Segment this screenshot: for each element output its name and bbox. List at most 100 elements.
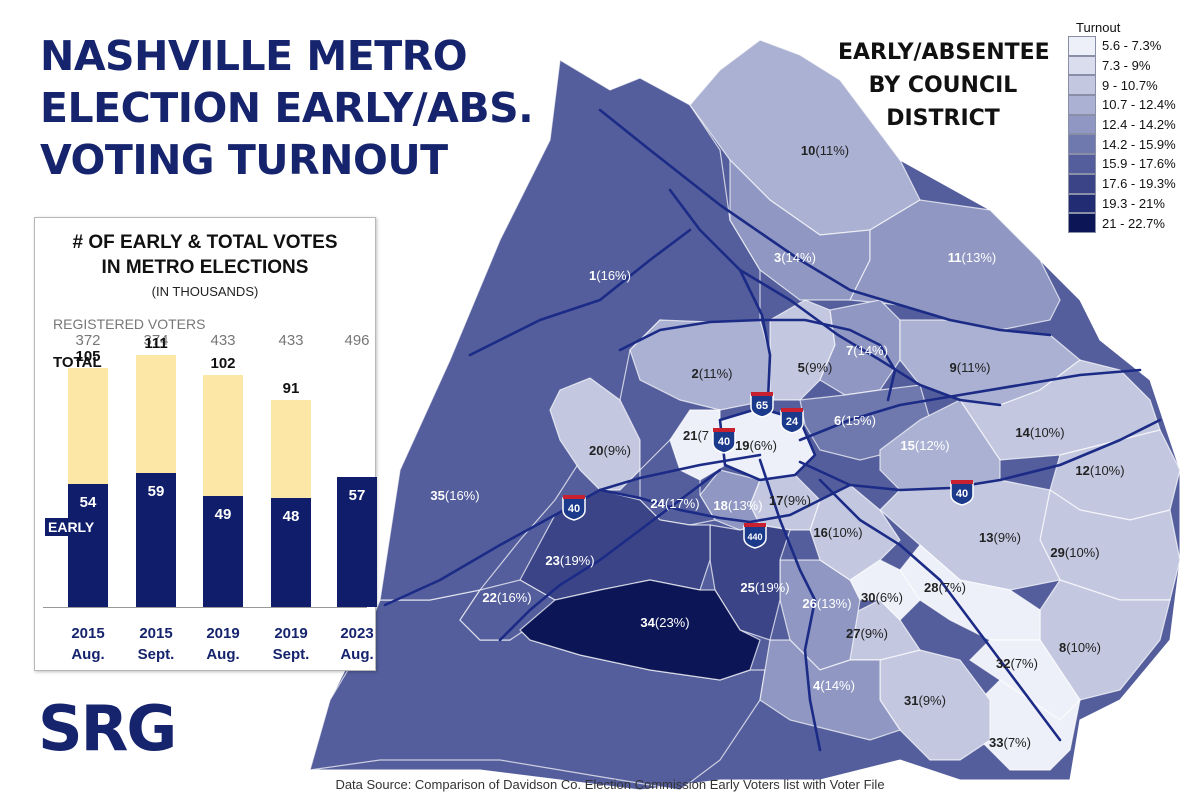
district-label: 11(13%) [948, 250, 996, 265]
legend-label: 12.4 - 14.2% [1102, 117, 1176, 133]
road-i24-north [738, 268, 1002, 407]
registered-voters-value: 433 [278, 332, 304, 349]
chart-title-line: IN METRO ELECTIONS [101, 257, 309, 278]
road-north-ne [598, 108, 1052, 337]
district-label: 6(15%) [834, 413, 876, 428]
interstate-shield-40: 40 [950, 480, 974, 506]
shield-number: 440 [747, 532, 762, 542]
legend-swatch [1068, 173, 1096, 194]
early-votes-value: 48 [282, 507, 300, 525]
title-line: VOTING TURNOUT [40, 136, 448, 184]
page-title: NASHVILLE METRO ELECTION EARLY/ABS. VOTI… [40, 30, 534, 186]
legend-item: 19.3 - 21% [1068, 193, 1194, 214]
data-source-note: Data Source: Comparison of Davidson Co. … [335, 777, 885, 792]
legend-label: 19.3 - 21% [1102, 195, 1165, 211]
legend-item: 21 - 22.7% [1068, 213, 1194, 233]
district-label: 5(9%) [798, 360, 833, 375]
district-label: 27(9%) [846, 626, 888, 641]
shield-number: 24 [786, 416, 799, 428]
map-title-line: EARLY/ABSENTEE [838, 40, 1050, 65]
legend-label: 7.3 - 9% [1102, 58, 1151, 74]
early-votes-bar [337, 477, 377, 607]
legend-item: 15.9 - 17.6% [1068, 154, 1194, 174]
road-ring-north [618, 318, 897, 402]
legend-label: 17.6 - 19.3% [1102, 176, 1176, 192]
district-30 [849, 559, 921, 621]
total-label: TOTAL [53, 354, 102, 371]
legend-item: 12.4 - 14.2% [1068, 114, 1194, 135]
total-votes-value: 91 [282, 380, 300, 398]
total-votes-value: 111 [144, 334, 168, 352]
legend-swatch [1068, 95, 1096, 115]
district-label: 21(7 [683, 428, 709, 443]
legend-label: 15.9 - 17.6% [1102, 156, 1176, 172]
district-labels: 1(16%) 2(11%) 3(14%) 4(14%) 5(9%) 6(15%) 7(14%… [430, 143, 1124, 750]
category-label-line: Aug. [206, 646, 240, 663]
district-label: 3(14%) [774, 250, 816, 265]
turnout-legend: Turnout 5.6 - 7.3% 7.3 - 9% 9 - 10.7% 10.7 … [1068, 20, 1194, 233]
category-label-line: 2019 [274, 625, 308, 642]
srg-logo: SRG [38, 692, 177, 765]
early-votes-bar [68, 484, 108, 607]
district-label: 23(19%) [545, 553, 594, 568]
category-label-line: Sept. [272, 646, 310, 663]
early-votes-value: 54 [79, 494, 97, 512]
early-votes-bar [271, 497, 311, 607]
category-label-line: Aug. [71, 646, 105, 663]
map-title-line: BY COUNCIL [868, 73, 1018, 98]
district-34 [519, 579, 761, 681]
road-i65-south [758, 458, 822, 752]
category-label: 2019 Aug. [193, 623, 253, 665]
district-label: 29(10%) [1050, 545, 1099, 560]
category-label-line: 2023 [340, 625, 374, 642]
district-11 [849, 199, 1061, 331]
road-i24-south [818, 478, 1062, 742]
registered-voters-value: 372 [75, 332, 101, 349]
legend-item: 10.7 - 12.4% [1068, 95, 1194, 115]
category-label-line: Sept. [137, 646, 175, 663]
legend-item: 5.6 - 7.3% [1068, 36, 1194, 56]
shield-number: 40 [718, 436, 730, 448]
district-label: 30(6%) [861, 590, 903, 605]
district-label: 35(16%) [430, 488, 479, 503]
category-label: 2019 Sept. [261, 623, 321, 665]
legend-item: 17.6 - 19.3% [1068, 173, 1194, 194]
legend-swatch [1068, 75, 1096, 96]
legend-label: 21 - 22.7% [1102, 215, 1165, 231]
shield-number: 65 [756, 400, 768, 412]
district-label: 15(12%) [900, 438, 949, 453]
district-label: 17(9%) [769, 493, 811, 508]
chart-subtitle: (IN THOUSANDS) [151, 284, 259, 299]
category-label-line: 2019 [206, 625, 240, 642]
district-16 [809, 484, 901, 581]
legend-swatch [1068, 213, 1096, 233]
chart-baseline [43, 607, 367, 608]
legend-swatch [1068, 193, 1096, 214]
legend-label: 5.6 - 7.3% [1102, 38, 1162, 54]
early-votes-value: 49 [214, 505, 232, 523]
district-label: 19(6%) [735, 438, 777, 453]
early-votes-bar [136, 472, 176, 607]
interstate-shield-24: 24 [780, 408, 804, 434]
district-label: 25(19%) [740, 580, 789, 595]
district-label: 13(9%) [979, 530, 1021, 545]
category-label: 2015 Aug. [58, 623, 118, 665]
title-line: NASHVILLE METRO [40, 32, 468, 80]
district-4 [759, 639, 901, 741]
road-i40-east [798, 418, 1162, 492]
legend-swatch [1068, 134, 1096, 155]
district-label: 26(13%) [802, 596, 851, 611]
interstate-shield-40: 40 [712, 428, 736, 454]
early-votes-value: 59 [147, 482, 165, 500]
district-label: 32(7%) [996, 656, 1038, 671]
early-votes-value: 57 [348, 487, 366, 505]
district-20 [549, 377, 641, 491]
map-title: EARLY/ABSENTEE BY COUNCIL DISTRICT [838, 36, 1050, 135]
legend-label: 9 - 10.7% [1102, 77, 1158, 93]
district-label: 24(17%) [650, 496, 699, 511]
district-label: 20(9%) [589, 443, 631, 458]
interstate-shield-440: 440 [743, 523, 767, 549]
early-label: EARLY [45, 518, 98, 536]
legend-title: Turnout [1076, 20, 1121, 35]
district-label: 4(14%) [813, 678, 855, 693]
